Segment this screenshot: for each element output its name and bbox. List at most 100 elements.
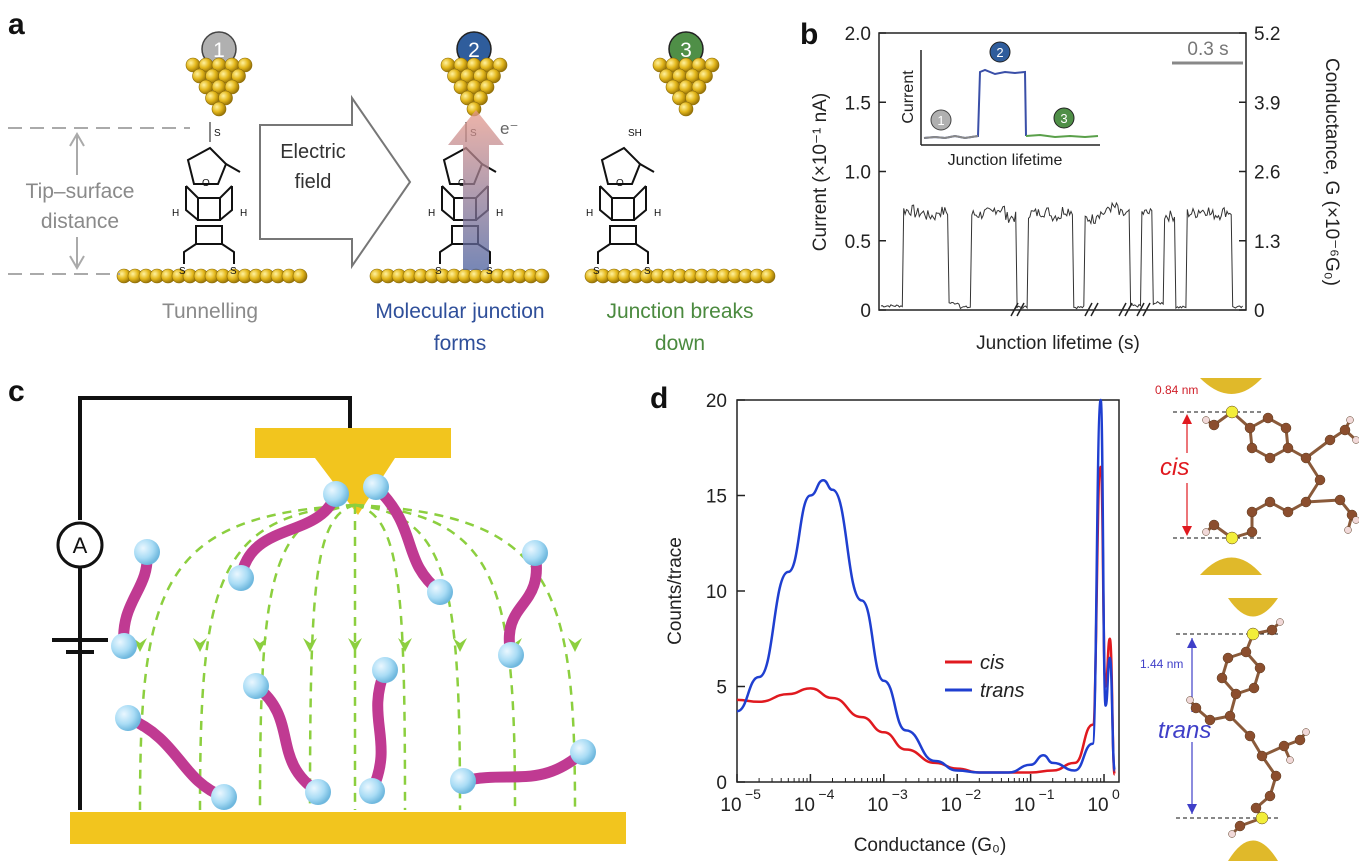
gold-electrode-cone xyxy=(1200,557,1262,575)
gold-tip xyxy=(185,57,253,117)
atom xyxy=(1208,419,1220,431)
field-line xyxy=(308,503,356,811)
tick-label: 10 xyxy=(941,795,962,816)
tick-label: 10 xyxy=(1087,795,1108,816)
gold-atom xyxy=(534,268,550,284)
atom xyxy=(1302,728,1310,736)
legend-label-trans: trans xyxy=(980,680,1024,702)
atom xyxy=(1208,519,1220,531)
atom xyxy=(1278,740,1290,752)
atom-label: S xyxy=(435,266,442,277)
field-arrowhead xyxy=(348,638,362,652)
atom xyxy=(1228,830,1236,838)
anchor-group xyxy=(570,739,596,765)
cis-atoms xyxy=(1202,405,1359,545)
axis-break-marks xyxy=(1010,302,1151,317)
molecule-chain xyxy=(457,746,589,787)
arrow-label-line2: field xyxy=(295,171,332,193)
svg-text:1: 1 xyxy=(937,113,944,128)
atom-label: H xyxy=(496,208,503,219)
x-axis-label: Junction lifetime (s) xyxy=(976,333,1140,354)
chain xyxy=(597,243,649,264)
tick-exponent: −2 xyxy=(965,786,981,802)
field-arrowhead xyxy=(193,638,207,652)
atom xyxy=(1344,526,1352,534)
gold-surface xyxy=(116,268,308,284)
atom xyxy=(1266,624,1278,636)
distance-label-bg xyxy=(5,175,155,237)
atom xyxy=(1324,434,1336,446)
step-badge-1: 1 xyxy=(201,31,237,67)
electron-flow-arrow xyxy=(448,110,504,270)
anchor-group xyxy=(305,779,331,805)
panel-a: a 1 2 3 Tip–surface xyxy=(5,8,776,355)
atom xyxy=(1244,730,1256,742)
trans-length-label: 1.44 nm xyxy=(1140,657,1183,671)
atom xyxy=(1204,714,1216,726)
series-cis-line xyxy=(736,465,1116,776)
tick-exponent: −3 xyxy=(892,786,908,802)
atom xyxy=(1222,652,1234,664)
molecule-chain xyxy=(235,488,342,584)
atom xyxy=(1246,526,1258,538)
gold-electrode-cone xyxy=(1200,378,1262,394)
trans-tag: trans xyxy=(1158,717,1211,744)
atom xyxy=(1202,416,1210,424)
inset-badge-3: 3 xyxy=(1053,107,1075,129)
left-axis-label: Current (×10⁻¹ nA) xyxy=(810,93,831,251)
legend: cis trans xyxy=(945,652,1024,702)
tick-label: 0 xyxy=(716,773,727,794)
tick-label: 0 xyxy=(860,301,871,322)
gold-surface xyxy=(369,268,550,284)
tick-label: 2.6 xyxy=(1254,163,1280,184)
y-axis-ticks: 0 5 10 15 20 xyxy=(706,391,745,794)
tick-exponent: −5 xyxy=(745,786,761,802)
field-line xyxy=(354,503,407,811)
series-trans-line xyxy=(736,398,1116,774)
anchor-group xyxy=(498,642,524,668)
atom xyxy=(1282,442,1294,454)
atom xyxy=(1250,802,1262,814)
y-axis-label: Counts/trace xyxy=(665,537,686,645)
electric-field-arrow xyxy=(259,94,412,270)
caption-forms-line2: forms xyxy=(434,332,487,355)
gold-atom xyxy=(698,68,713,84)
anchor-group xyxy=(372,657,398,683)
panel-b: b 0 0.5 1.0 1.5 2.0 0 1.3 2.6 3.9 5.2 Current (×… xyxy=(800,18,1342,354)
anchor-group xyxy=(522,540,548,566)
panel-label-b: b xyxy=(800,18,818,51)
top-electrode xyxy=(255,428,451,458)
gold-atom xyxy=(473,90,488,106)
field-line xyxy=(258,503,356,811)
atom xyxy=(1346,416,1354,424)
tick-label: 1.5 xyxy=(845,93,871,114)
tick-label: 3.9 xyxy=(1254,93,1280,114)
caption-breaks-line1: Junction breaks xyxy=(606,300,753,323)
anchor-group xyxy=(111,633,137,659)
tick-label: 5.2 xyxy=(1254,24,1280,45)
tick-label: 2.0 xyxy=(845,24,871,45)
anchor-group xyxy=(359,778,385,804)
chain xyxy=(183,243,235,264)
field-line xyxy=(198,503,356,811)
gold-atom xyxy=(760,268,776,284)
cis-tag: cis xyxy=(1160,454,1189,481)
tick-exponent: 0 xyxy=(1112,786,1120,802)
gold-atom xyxy=(231,68,246,84)
atom xyxy=(1246,506,1258,518)
field-line xyxy=(354,503,462,811)
tick-label: 15 xyxy=(706,487,727,508)
atom xyxy=(1270,770,1282,782)
svg-text:A: A xyxy=(73,533,88,558)
atom-label: H xyxy=(240,208,247,219)
inset-trace-end xyxy=(1025,133,1099,139)
ring xyxy=(609,225,637,245)
atom xyxy=(1254,662,1266,674)
gold-atom xyxy=(492,57,508,73)
ring xyxy=(600,146,642,185)
atom-label: O xyxy=(458,178,466,189)
atom-label: O xyxy=(616,178,624,189)
gold-atom xyxy=(704,57,720,73)
tick-label: 0.5 xyxy=(845,232,871,253)
